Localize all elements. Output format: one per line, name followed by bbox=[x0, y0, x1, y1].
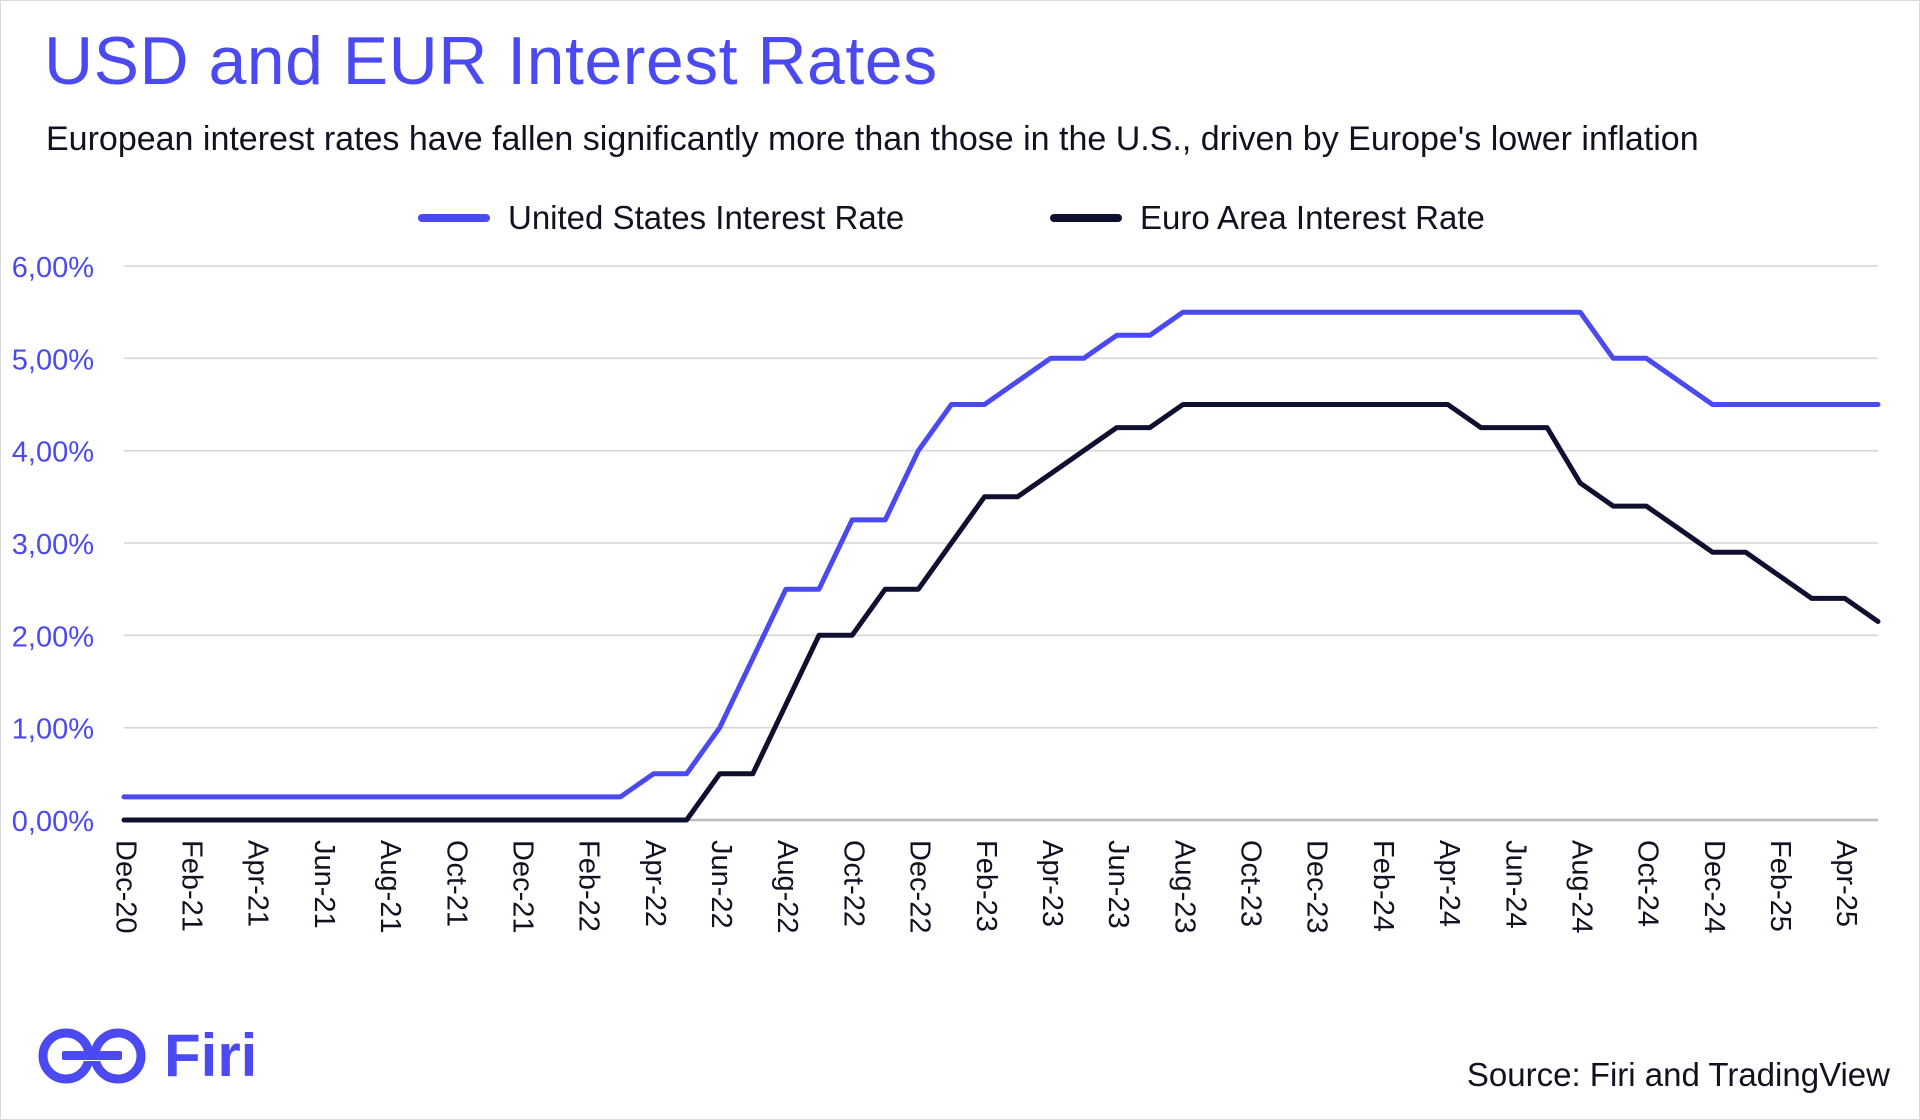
x-tick-label-14: Apr-23 bbox=[1036, 840, 1068, 927]
x-tick-label-20: Apr-24 bbox=[1433, 840, 1465, 927]
x-tick-label-26: Apr-25 bbox=[1830, 840, 1862, 927]
chart-subtitle: European interest rates have fallen sign… bbox=[46, 120, 1699, 158]
y-tick-label-2: 2,00% bbox=[12, 621, 94, 653]
x-tick-label-15: Jun-23 bbox=[1102, 840, 1134, 929]
x-tick-label-8: Apr-22 bbox=[639, 840, 671, 927]
x-tick-label-13: Feb-23 bbox=[970, 840, 1002, 932]
legend-item-eu: Euro Area Interest Rate bbox=[1050, 196, 1485, 240]
x-tick-label-10: Aug-22 bbox=[771, 840, 803, 934]
y-tick-label-5: 5,00% bbox=[12, 344, 94, 376]
y-tick-label-1: 1,00% bbox=[12, 714, 94, 746]
chart-title: USD and EUR Interest Rates bbox=[44, 23, 938, 99]
x-tick-label-6: Dec-21 bbox=[506, 840, 538, 934]
chart-legend: United States Interest Rate Euro Area In… bbox=[0, 196, 1920, 240]
x-tick-label-18: Dec-23 bbox=[1301, 840, 1333, 934]
legend-label-us: United States Interest Rate bbox=[508, 199, 905, 236]
y-tick-label-4: 4,00% bbox=[12, 437, 94, 469]
firi-logo: Firi bbox=[36, 1026, 257, 1086]
x-tick-label-23: Oct-24 bbox=[1632, 840, 1664, 927]
x-tick-label-3: Jun-21 bbox=[308, 840, 340, 929]
x-tick-label-21: Jun-24 bbox=[1499, 840, 1531, 929]
x-tick-label-25: Feb-25 bbox=[1764, 840, 1796, 932]
x-tick-label-17: Oct-23 bbox=[1235, 840, 1267, 927]
x-tick-label-2: Apr-21 bbox=[242, 840, 274, 927]
x-tick-label-19: Feb-24 bbox=[1367, 840, 1399, 932]
x-tick-label-0: Dec-20 bbox=[109, 840, 141, 934]
firi-logo-text: Firi bbox=[164, 1022, 258, 1089]
x-tick-label-16: Aug-23 bbox=[1168, 840, 1200, 934]
series-line-eu bbox=[121, 402, 1881, 823]
x-tick-label-22: Aug-24 bbox=[1565, 840, 1597, 934]
x-tick-label-12: Dec-22 bbox=[904, 840, 936, 934]
legend-swatch-eu bbox=[1050, 214, 1122, 222]
x-tick-label-5: Oct-21 bbox=[440, 840, 472, 927]
firi-logo-icon bbox=[38, 1028, 146, 1084]
y-tick-label-6: 6,00% bbox=[12, 252, 94, 284]
x-tick-label-9: Jun-22 bbox=[705, 840, 737, 929]
x-tick-label-11: Oct-22 bbox=[837, 840, 869, 927]
series-line-us bbox=[121, 309, 1881, 800]
x-tick-label-1: Feb-21 bbox=[176, 840, 208, 932]
source-note: Source: Firi and TradingView bbox=[1466, 1056, 1890, 1093]
y-tick-label-3: 3,00% bbox=[12, 529, 94, 561]
legend-label-eu: Euro Area Interest Rate bbox=[1140, 199, 1485, 236]
x-tick-label-4: Aug-21 bbox=[374, 840, 406, 934]
legend-swatch-us bbox=[418, 214, 490, 222]
x-tick-label-7: Feb-22 bbox=[573, 840, 605, 932]
x-tick-label-24: Dec-24 bbox=[1698, 840, 1730, 934]
legend-item-us: United States Interest Rate bbox=[418, 196, 904, 240]
y-tick-label-0: 0,00% bbox=[12, 806, 94, 838]
